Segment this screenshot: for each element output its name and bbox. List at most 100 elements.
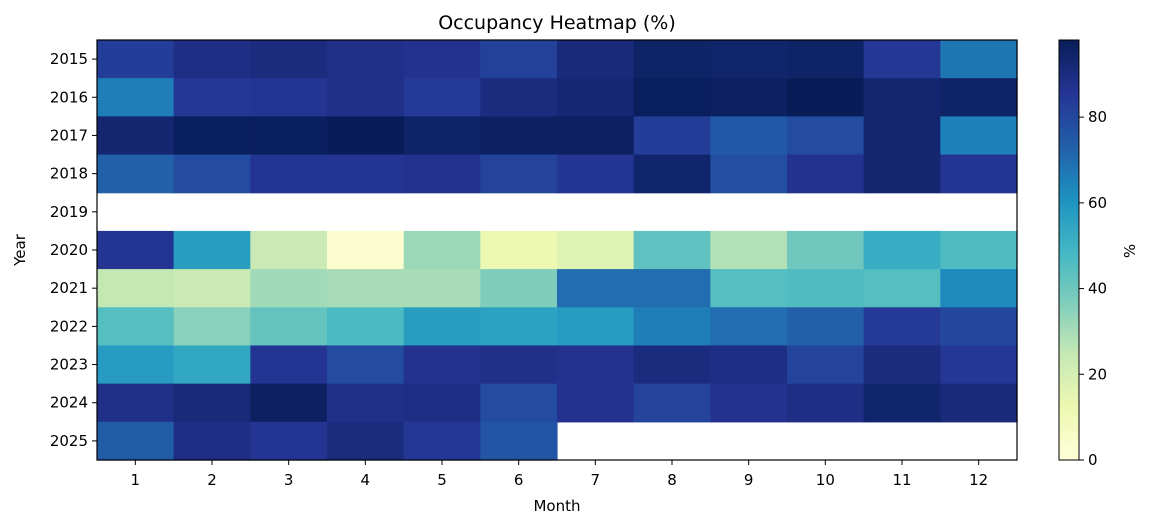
heatmap-cell <box>863 230 941 270</box>
heatmap-cell <box>403 154 481 194</box>
y-tick-label: 2023 <box>50 356 88 374</box>
heatmap-cell <box>97 116 175 156</box>
heatmap-cell <box>863 383 941 423</box>
heatmap-cell <box>787 383 865 423</box>
heatmap-cell <box>173 154 251 194</box>
heatmap-cell <box>97 40 175 79</box>
y-tick-label: 2018 <box>50 165 88 183</box>
heatmap-cell <box>710 269 788 308</box>
heatmap-cell <box>480 421 558 461</box>
heatmap-cell <box>633 40 711 79</box>
y-tick-label: 2016 <box>50 88 88 106</box>
x-tick-label: 9 <box>744 471 754 489</box>
heatmap-cell <box>787 40 865 79</box>
x-tick-label: 1 <box>131 471 141 489</box>
heatmap-cell <box>787 230 865 270</box>
heatmap-cell <box>710 78 788 117</box>
heatmap-cell <box>863 307 941 347</box>
heatmap-cell <box>557 269 635 308</box>
y-tick-label: 2019 <box>50 203 88 221</box>
heatmap-cell <box>250 40 328 79</box>
x-tick-label: 2 <box>207 471 217 489</box>
colorbar-tick-label: 0 <box>1088 451 1098 469</box>
heatmap-cell <box>327 230 405 270</box>
heatmap-cell <box>97 78 175 117</box>
heatmap-cell <box>173 116 251 156</box>
heatmap-cell <box>787 116 865 156</box>
heatmap-cell <box>863 345 941 385</box>
heatmap-cell <box>557 383 635 423</box>
x-tick-label: 8 <box>667 471 677 489</box>
heatmap-cell <box>173 421 251 461</box>
heatmap-cell <box>710 345 788 385</box>
heatmap-cell <box>480 269 558 308</box>
heatmap-cell <box>863 116 941 156</box>
heatmap-cell <box>940 78 1018 117</box>
heatmap-cell <box>173 78 251 117</box>
heatmap-cell <box>250 383 328 423</box>
heatmap-cell <box>557 40 635 79</box>
heatmap-cell <box>97 345 175 385</box>
y-axis-label: Year <box>11 233 29 267</box>
x-tick-label: 12 <box>969 471 988 489</box>
y-tick-label: 2025 <box>50 432 88 450</box>
heatmap-cell <box>633 383 711 423</box>
heatmap-cell <box>327 345 405 385</box>
colorbar <box>1058 39 1080 461</box>
heatmap-cell <box>173 383 251 423</box>
heatmap-cell <box>557 78 635 117</box>
heatmap-cell <box>327 154 405 194</box>
heatmap-cell <box>327 116 405 156</box>
y-axis-ticks: 2015 2016 2017 2018 2019 2020 2021 2022 2023 2024… <box>50 50 97 450</box>
colorbar-label: % <box>1121 244 1139 258</box>
heatmap-cell <box>250 78 328 117</box>
heatmap-cell <box>480 230 558 270</box>
colorbar-tick-label: 20 <box>1088 365 1107 383</box>
heatmap-cell <box>557 345 635 385</box>
heatmap-cell <box>633 269 711 308</box>
x-tick-label: 4 <box>361 471 371 489</box>
heatmap-cell <box>940 116 1018 156</box>
heatmap-cell <box>327 307 405 347</box>
heatmap-cell <box>557 307 635 347</box>
heatmap-cell <box>480 154 558 194</box>
y-tick-label: 2022 <box>50 317 88 335</box>
heatmap-cell <box>787 307 865 347</box>
heatmap-cell <box>403 345 481 385</box>
heatmap-cell <box>97 421 175 461</box>
colorbar-tick-label: 60 <box>1088 194 1107 212</box>
heatmap-cell <box>173 40 251 79</box>
heatmap-cell <box>403 116 481 156</box>
heatmap-cell <box>633 116 711 156</box>
heatmap-cell <box>403 307 481 347</box>
heatmap-cell <box>97 269 175 308</box>
x-tick-label: 10 <box>816 471 835 489</box>
heatmap-cell <box>97 154 175 194</box>
heatmap-cell <box>710 154 788 194</box>
heatmap-cell <box>710 383 788 423</box>
heatmap-cell <box>327 78 405 117</box>
x-tick-label: 3 <box>284 471 294 489</box>
heatmap-cell <box>173 230 251 270</box>
heatmap-cell <box>97 383 175 423</box>
heatmap-cell <box>787 78 865 117</box>
colorbar-ticks: 0 20 40 60 80 <box>1079 108 1107 469</box>
y-tick-label: 2021 <box>50 279 88 297</box>
heatmap-cell <box>327 421 405 461</box>
heatmap-cell <box>480 345 558 385</box>
heatmap-cell <box>480 40 558 79</box>
heatmap-cell <box>557 116 635 156</box>
heatmap-cell <box>173 345 251 385</box>
heatmap-cell <box>710 307 788 347</box>
heatmap-cell <box>250 307 328 347</box>
heatmap-cell <box>633 154 711 194</box>
x-tick-label: 6 <box>514 471 524 489</box>
y-tick-label: 2017 <box>50 126 88 144</box>
heatmap-cells <box>97 40 1018 461</box>
heatmap-cell <box>480 116 558 156</box>
heatmap-cell <box>97 230 175 270</box>
heatmap-cell <box>787 269 865 308</box>
heatmap-cell <box>480 383 558 423</box>
heatmap-cell <box>250 230 328 270</box>
heatmap-cell <box>710 116 788 156</box>
